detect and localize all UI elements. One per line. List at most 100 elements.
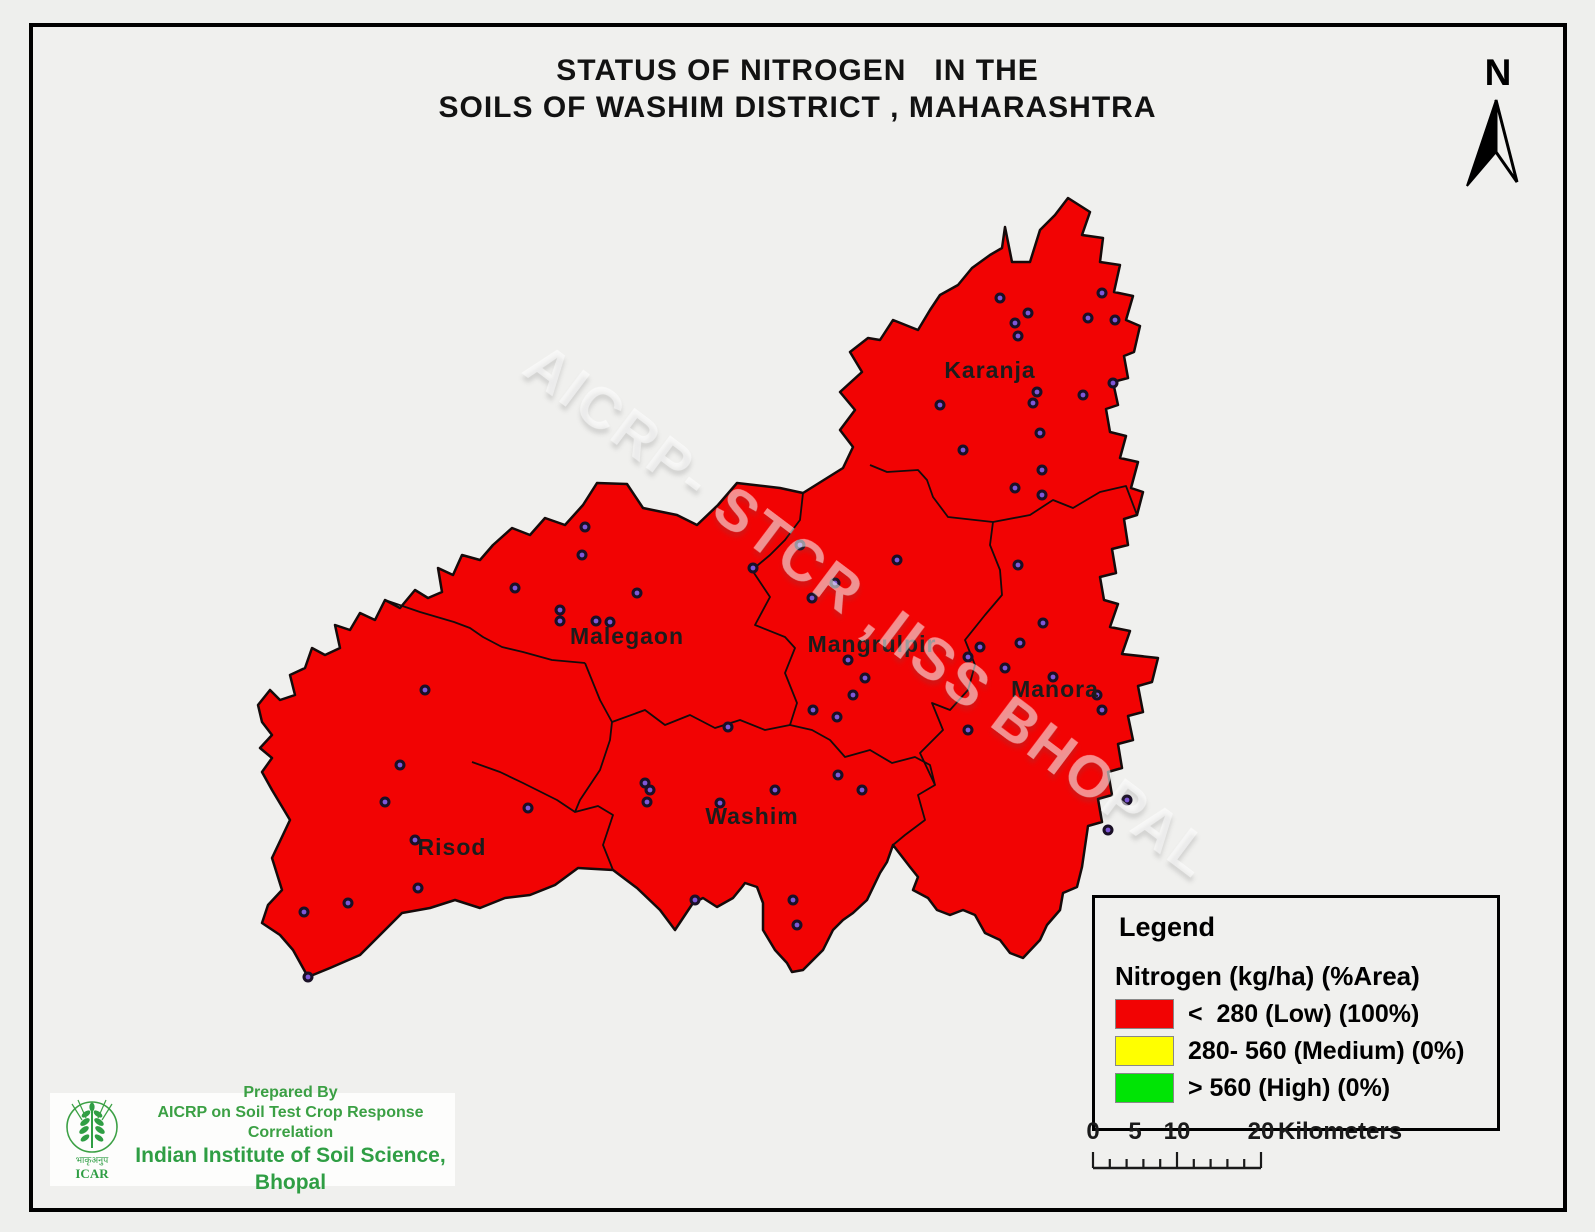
legend-label: > 560 (High) (0%): [1188, 1073, 1391, 1102]
legend-row-0: < 280 (Low) (100%): [1115, 999, 1497, 1029]
sample-point-core: [593, 618, 599, 624]
sample-point-core: [1099, 707, 1105, 713]
legend-label: 280- 560 (Medium) (0%): [1188, 1036, 1465, 1065]
sample-point-core: [1110, 380, 1116, 386]
sample-point-core: [1040, 620, 1046, 626]
scale-unit: Kilometers: [1278, 1118, 1403, 1145]
sample-point-core: [862, 675, 868, 681]
scale-tick-label-5: 5: [1128, 1118, 1142, 1145]
taluka-label-manora: Manora: [1011, 676, 1099, 702]
aicrp-line: AICRP on Soil Test Crop Response Correla…: [157, 1104, 424, 1142]
sample-point-core: [415, 885, 421, 891]
attribution: भाकृअनुप ICAR Prepared By AICRP on Soil …: [50, 1084, 455, 1194]
sample-point-core: [850, 692, 856, 698]
sample-point-core: [1034, 389, 1040, 395]
sample-point-core: [412, 837, 418, 843]
institute-line: Indian Institute of Soil Science, Bhopal: [135, 1144, 446, 1194]
sample-point-core: [647, 787, 653, 793]
sample-point-core: [725, 724, 731, 730]
taluka-label-karanja: Karanja: [944, 357, 1035, 383]
attribution-text: Prepared By AICRP on Soil Test Crop Resp…: [126, 1083, 455, 1196]
sample-point-core: [1094, 692, 1100, 698]
icar-logo: भाकृअनुप ICAR: [66, 1099, 118, 1181]
sample-point-core: [810, 707, 816, 713]
scale-tick-label-0: 0: [1086, 1118, 1100, 1145]
sample-point-core: [525, 805, 531, 811]
page-title: STATUS OF NITROGEN IN THE SOILS OF WASHIM…: [0, 52, 1595, 126]
sample-point-core: [1124, 797, 1130, 803]
sample-point-core: [1050, 674, 1056, 680]
legend-subtitle: Nitrogen (kg/ha) (%Area): [1115, 961, 1420, 991]
sample-point-core: [1112, 317, 1118, 323]
legend-items: < 280 (Low) (100%) 280- 560 (Medium) (0%)…: [1095, 999, 1497, 1103]
scale-ruler-icon: [1091, 1152, 1263, 1170]
title-line1: STATUS OF NITROGEN IN THE: [556, 54, 1039, 87]
sample-point-core: [557, 618, 563, 624]
sample-point-core: [345, 900, 351, 906]
sample-point-core: [1002, 665, 1008, 671]
sample-point-core: [809, 595, 815, 601]
sample-point-core: [1039, 492, 1045, 498]
sample-point-core: [1099, 290, 1105, 296]
taluka-label-mangrulpir: Mangrulpir: [808, 631, 937, 657]
sample-point-core: [1017, 640, 1023, 646]
sample-point-core: [1015, 333, 1021, 339]
sample-point-core: [557, 607, 563, 613]
sample-point-core: [1025, 310, 1031, 316]
title-line2: SOILS OF WASHIM DISTRICT , MAHARASHTRA: [438, 91, 1157, 124]
icar-logo-text: ICAR: [75, 1166, 109, 1181]
sample-point-core: [790, 897, 796, 903]
sample-point-core: [579, 552, 585, 558]
sample-point-core: [832, 580, 838, 586]
sample-point-core: [692, 897, 698, 903]
legend-label: < 280 (Low) (100%): [1188, 999, 1420, 1028]
sample-point-core: [1037, 430, 1043, 436]
taluka-borders: [384, 464, 1138, 871]
sample-point-core: [977, 644, 983, 650]
sample-point-core: [582, 524, 588, 530]
taluka-label-malegaon: Malegaon: [570, 623, 684, 649]
sample-point-core: [1085, 315, 1091, 321]
sample-point-core: [512, 585, 518, 591]
sample-point-core: [797, 542, 803, 548]
sample-point-core: [717, 800, 723, 806]
north-arrow-icon: [1466, 99, 1519, 187]
sample-point-core: [305, 974, 311, 980]
sample-point-core: [642, 780, 648, 786]
sample-point-core: [960, 447, 966, 453]
legend-title: Legend: [1119, 912, 1216, 942]
legend-swatch: [1115, 1073, 1174, 1103]
sample-point-core: [965, 654, 971, 660]
sample-point-core: [301, 909, 307, 915]
sample-point-core: [1012, 485, 1018, 491]
sample-point-core: [835, 772, 841, 778]
legend-swatch: [1115, 1036, 1174, 1066]
sample-point-core: [1030, 400, 1036, 406]
sample-point-core: [894, 557, 900, 563]
sample-point-core: [422, 687, 428, 693]
sample-point-core: [634, 590, 640, 596]
sample-point-core: [382, 799, 388, 805]
sample-point-core: [1105, 827, 1111, 833]
sample-point-core: [397, 762, 403, 768]
sample-point-core: [750, 565, 756, 571]
taluka-labels: Karanja Malegaon Mangrulpir Manora Washim Ris…: [418, 357, 1099, 860]
sample-point-core: [834, 714, 840, 720]
sample-point-core: [1015, 562, 1021, 568]
taluka-label-risod: Risod: [418, 834, 487, 860]
scale-bar: 0 5 10 20 Kilometers: [1080, 1118, 1440, 1180]
scale-tick-label-10: 10: [1163, 1118, 1191, 1145]
sample-point-core: [859, 787, 865, 793]
soil-sample-points: [298, 287, 1133, 983]
sample-point-core: [1012, 320, 1018, 326]
sample-point-core: [997, 295, 1003, 301]
sample-point-core: [644, 799, 650, 805]
sample-point-core: [937, 402, 943, 408]
scale-tick-label-20: 20: [1247, 1118, 1275, 1145]
legend-row-1: 280- 560 (Medium) (0%): [1115, 1036, 1497, 1066]
prepared-by-line: Prepared By: [243, 1084, 338, 1102]
legend: Legend Nitrogen (kg/ha) (%Area) < 280 (L…: [1092, 895, 1500, 1131]
north-label: N: [1484, 52, 1512, 93]
legend-row-2: > 560 (High) (0%): [1115, 1073, 1497, 1103]
